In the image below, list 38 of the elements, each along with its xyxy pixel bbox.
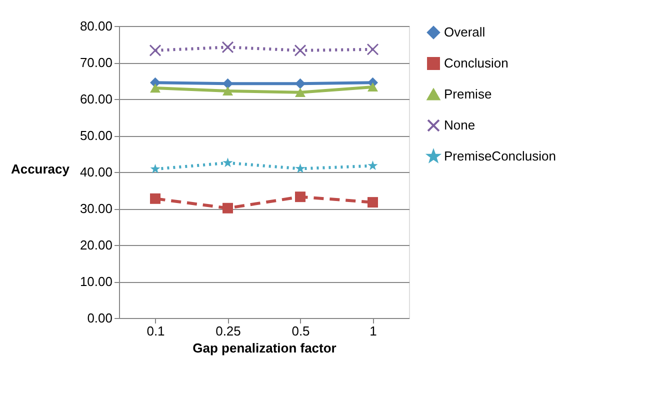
point bbox=[222, 78, 233, 89]
x-tick-label: 0.5 bbox=[292, 324, 310, 338]
point bbox=[222, 86, 233, 96]
legend-label: Overall bbox=[444, 24, 486, 40]
y-tick-label: 40.00 bbox=[80, 164, 112, 180]
legend-label: Conclusion bbox=[444, 56, 508, 70]
point bbox=[150, 164, 160, 174]
point bbox=[150, 84, 160, 93]
point bbox=[222, 158, 233, 168]
point bbox=[368, 197, 378, 208]
y-tick-label: 20.00 bbox=[80, 238, 112, 252]
point bbox=[366, 43, 379, 56]
point bbox=[222, 41, 234, 54]
y-tick-label: 0.00 bbox=[87, 310, 112, 326]
point bbox=[295, 192, 306, 202]
y-axis-title: Accuracy bbox=[10, 162, 70, 176]
y-tick-label: 10.00 bbox=[80, 274, 112, 289]
x-tick-label: 1 bbox=[370, 324, 377, 338]
legend-label: PremiseConclusion bbox=[444, 148, 556, 164]
point bbox=[294, 44, 306, 56]
point bbox=[368, 82, 378, 92]
point bbox=[222, 202, 233, 214]
legend-label: Premise bbox=[444, 86, 492, 102]
y-tick-label: 50.00 bbox=[80, 128, 112, 143]
point bbox=[149, 44, 162, 56]
x-axis-title: Gap penalization factor bbox=[192, 340, 336, 356]
y-tick-label: 60.00 bbox=[80, 92, 112, 106]
point bbox=[368, 160, 378, 170]
point bbox=[295, 88, 306, 97]
x-tick-label: 0.25 bbox=[216, 324, 241, 338]
legend-label: None bbox=[444, 118, 476, 132]
y-tick-label: 70.00 bbox=[80, 55, 112, 70]
y-tick-label: 80.00 bbox=[80, 18, 112, 34]
y-tick-label: 30.00 bbox=[80, 201, 112, 216]
point bbox=[295, 163, 306, 173]
point bbox=[295, 78, 306, 89]
x-tick-label: 0.1 bbox=[146, 324, 165, 338]
point bbox=[150, 193, 160, 204]
